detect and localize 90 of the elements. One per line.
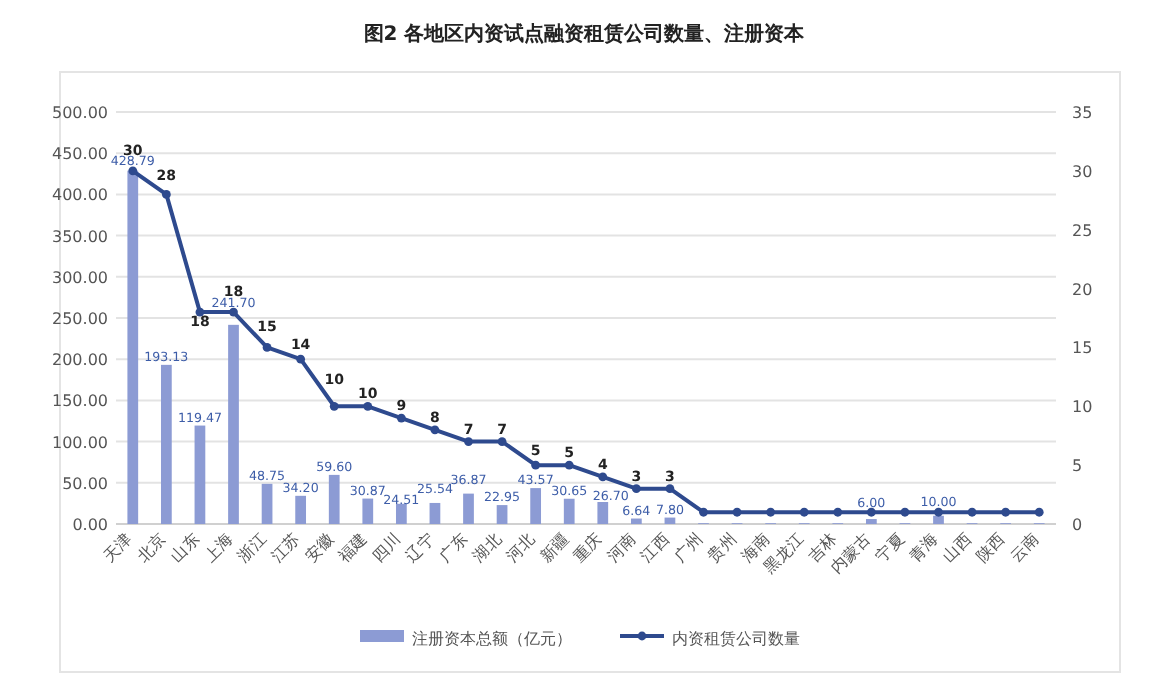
- y-tick-label: 50.00: [62, 474, 108, 493]
- bar: [563, 498, 575, 524]
- x-tick-label: 江西: [637, 530, 673, 566]
- y2-tick-label: 15: [1072, 339, 1093, 358]
- point: [229, 307, 238, 317]
- point: [564, 460, 574, 470]
- x-tick-label: 辽宁: [402, 530, 438, 566]
- point: [329, 401, 339, 411]
- x-tick-label: 天津: [100, 530, 136, 566]
- x-tick-label: 广东: [435, 530, 472, 566]
- y-tick-label: 150.00: [52, 392, 108, 411]
- bar: [496, 505, 508, 524]
- legend-label: 注册资本总额（亿元）: [412, 630, 572, 648]
- x-tick-label: 上海: [200, 530, 237, 566]
- x-tick-label: 重庆: [570, 530, 606, 566]
- y2-tick-label: 0: [1072, 516, 1083, 534]
- point: [766, 507, 776, 517]
- bar: [463, 493, 474, 524]
- point: [1001, 507, 1011, 517]
- point: [363, 401, 373, 411]
- x-tick-label: 安徽: [301, 530, 338, 566]
- x-tick-label: 河北: [503, 530, 539, 566]
- point: [866, 507, 876, 517]
- y-tick-label: 250.00: [52, 310, 108, 328]
- point: [598, 472, 608, 482]
- bar: [261, 483, 273, 524]
- bar: [194, 425, 206, 524]
- x-tick-label: 青海: [905, 530, 942, 566]
- x-tick-label: 北京: [133, 530, 170, 566]
- y-tick-label: 300.00: [52, 268, 108, 287]
- bar: [395, 503, 407, 524]
- bar: [362, 498, 374, 524]
- y-tick-label: 450.00: [52, 145, 108, 164]
- bar: [228, 324, 239, 524]
- y2-tick-label: 35: [1072, 104, 1093, 122]
- x-tick-label: 河南: [603, 530, 640, 566]
- x-tick-label: 新疆: [536, 530, 573, 566]
- y2-tick-label: 10: [1072, 398, 1093, 417]
- x-tick-label: 四川: [368, 530, 405, 566]
- point: [699, 507, 708, 517]
- y-tick-label: 200.00: [52, 351, 108, 370]
- bar: [933, 515, 944, 524]
- point: [934, 507, 943, 517]
- y2-tick-label: 5: [1072, 457, 1083, 476]
- x-tick-label: 宁夏: [872, 530, 908, 566]
- x-tick-label: 山西: [939, 530, 975, 566]
- bar: [630, 518, 642, 524]
- chart-title: 图2 各地区内资试点融资租赁公司数量、注册资本: [363, 22, 807, 46]
- bar: [328, 474, 340, 524]
- point: [967, 507, 977, 517]
- y2-tick-label: 30: [1072, 162, 1093, 181]
- x-tick-label: 广州: [670, 530, 707, 566]
- point: [161, 190, 171, 199]
- point: [1034, 507, 1044, 517]
- point: [665, 484, 675, 494]
- x-tick-label: 山东: [167, 530, 203, 566]
- x-tick-label: 云南: [1006, 530, 1043, 566]
- bar: [295, 495, 307, 524]
- x-tick-label: 福建: [335, 530, 371, 566]
- point: [128, 166, 138, 176]
- point: [631, 484, 641, 494]
- y2-tick-label: 25: [1072, 221, 1093, 240]
- x-tick-label: 江苏: [268, 530, 304, 566]
- legend-label: 内资租赁公司数量: [672, 630, 800, 648]
- y2-tick-label: 20: [1072, 280, 1093, 299]
- x-tick-label: 湖北: [469, 530, 505, 566]
- bar: [127, 170, 139, 524]
- x-tick-label: 浙江: [234, 530, 270, 566]
- point: [296, 354, 306, 364]
- x-tick-label: 陕西: [973, 530, 1009, 566]
- y-tick-label: 350.00: [52, 227, 108, 246]
- point: [430, 425, 440, 435]
- point: [732, 507, 742, 517]
- point: [262, 343, 272, 352]
- point: [799, 507, 809, 517]
- y-tick-label: 0.00: [72, 516, 108, 534]
- bar: [597, 502, 609, 524]
- y-tick-label: 500.00: [52, 104, 108, 122]
- point: [531, 460, 541, 470]
- point: [396, 413, 406, 423]
- point: [497, 437, 507, 446]
- y-tick-label: 100.00: [52, 433, 108, 452]
- point: [464, 437, 473, 446]
- bar: [530, 488, 542, 524]
- y-tick-label: 400.00: [52, 186, 108, 205]
- point: [900, 507, 910, 517]
- x-tick-label: 贵州: [704, 530, 740, 566]
- point: [833, 507, 843, 517]
- bar: [160, 364, 172, 524]
- bar: [429, 502, 441, 524]
